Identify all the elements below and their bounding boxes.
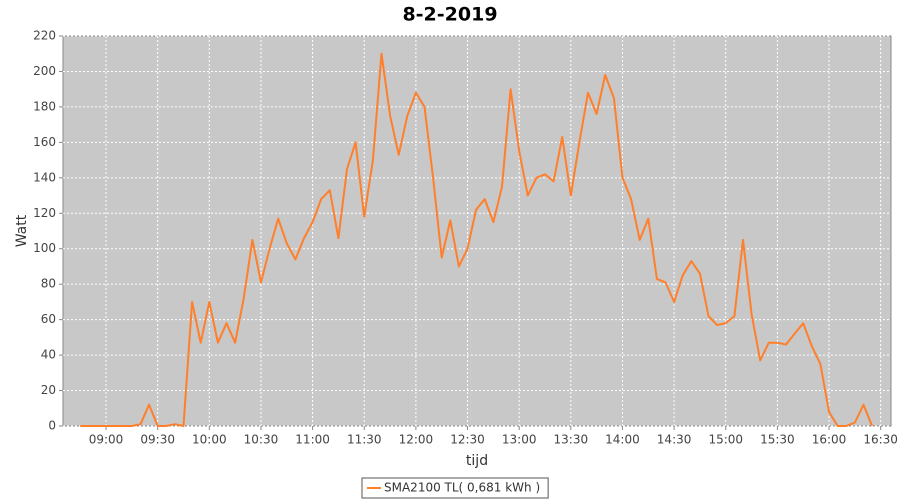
x-tick-label: 13:00 [502, 433, 537, 447]
legend: SMA2100 TL( 0,681 kWh ) [361, 477, 549, 499]
x-tick-label: 16:30 [863, 433, 898, 447]
x-tick-label: 15:00 [708, 433, 743, 447]
y-tick-label: 220 [33, 29, 56, 43]
legend-label: SMA2100 TL( 0,681 kWh ) [384, 481, 540, 495]
y-tick-label: 180 [33, 99, 56, 113]
y-tick-label: 120 [33, 206, 56, 220]
line-series [80, 52, 874, 427]
plot-area [62, 35, 892, 427]
y-tick-label: 200 [33, 64, 56, 78]
x-tick-label: 14:30 [657, 433, 692, 447]
legend-box [361, 477, 549, 499]
y-axis-label: Watt [14, 214, 30, 247]
x-tick-label: 09:00 [89, 433, 124, 447]
x-tick-label: 11:00 [295, 433, 330, 447]
y-tick-label: 20 [41, 383, 56, 397]
y-tick-label: 160 [33, 135, 56, 149]
y-tick-label: 100 [33, 241, 56, 255]
x-tick-label: 14:00 [605, 433, 640, 447]
x-tick-label: 10:30 [244, 433, 279, 447]
chart-title: 8-2-2019 [402, 4, 497, 26]
x-tick-label: 11:30 [347, 433, 382, 447]
x-tick-label: 13:30 [554, 433, 589, 447]
x-tick-label: 10:00 [192, 433, 227, 447]
y-tick-label: 40 [41, 348, 56, 362]
x-tick-label: 15:30 [760, 433, 795, 447]
x-tick-label: 09:30 [140, 433, 175, 447]
y-tick-label: 60 [41, 312, 56, 326]
y-tick-label: 80 [41, 277, 56, 291]
x-tick-label: 12:00 [399, 433, 434, 447]
y-tick-label: 140 [33, 170, 56, 184]
x-tick-label: 16:00 [812, 433, 847, 447]
x-tick-label: 12:30 [450, 433, 485, 447]
x-axis-label: tijd [466, 453, 488, 469]
y-tick-label: 0 [48, 419, 56, 433]
